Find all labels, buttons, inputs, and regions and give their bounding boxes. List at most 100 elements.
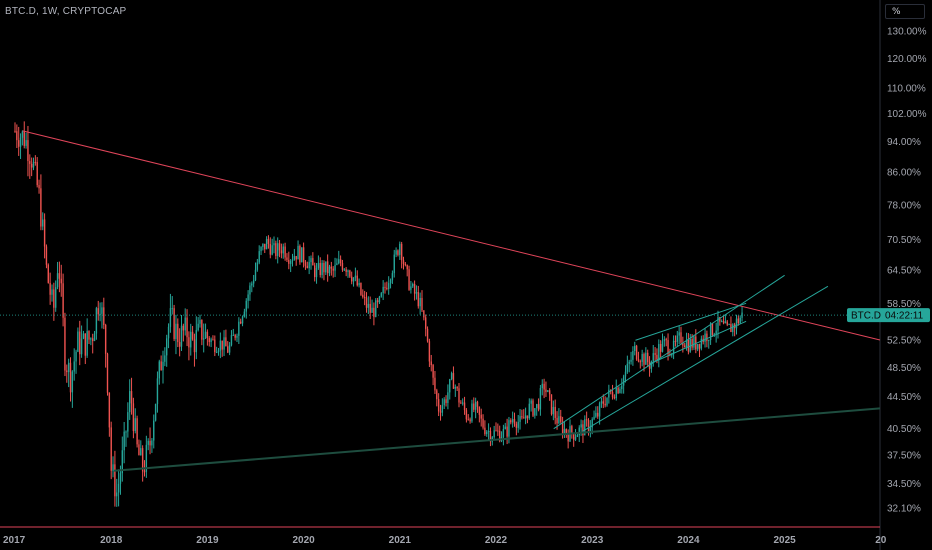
candle bbox=[550, 394, 553, 416]
channel-lower-trendline[interactable] bbox=[582, 285, 829, 432]
candle-body bbox=[471, 403, 473, 422]
candle-body bbox=[16, 131, 18, 141]
candle-body bbox=[18, 140, 20, 147]
support-trendline[interactable] bbox=[114, 407, 881, 472]
candle-body bbox=[130, 391, 133, 404]
channel-upper-trendline[interactable] bbox=[553, 274, 785, 430]
candle-body bbox=[545, 389, 547, 392]
candle-body bbox=[93, 333, 96, 342]
candle bbox=[741, 306, 743, 322]
candle-body bbox=[358, 282, 360, 286]
candle bbox=[97, 300, 99, 321]
candle bbox=[252, 274, 255, 288]
candle bbox=[112, 456, 114, 478]
candle bbox=[232, 328, 234, 336]
candle bbox=[214, 335, 216, 357]
candle-body bbox=[395, 250, 397, 255]
candle-body bbox=[425, 317, 427, 329]
candle bbox=[460, 400, 462, 404]
candle bbox=[680, 326, 682, 345]
candle bbox=[221, 340, 223, 357]
candle-body bbox=[519, 416, 521, 422]
candle bbox=[574, 429, 577, 442]
candle-body bbox=[585, 419, 588, 421]
candle-body bbox=[206, 331, 209, 339]
candle bbox=[510, 418, 512, 425]
unit-button[interactable]: % bbox=[885, 4, 925, 19]
candle bbox=[608, 384, 610, 404]
candle bbox=[275, 240, 277, 260]
candle-body bbox=[526, 415, 529, 419]
candle-body bbox=[589, 427, 592, 432]
resistance-trendline[interactable] bbox=[22, 130, 881, 341]
candle-body bbox=[715, 330, 717, 335]
candle-body bbox=[228, 345, 231, 353]
candle bbox=[175, 314, 177, 355]
candle-body bbox=[204, 331, 207, 339]
candle-body bbox=[84, 333, 86, 356]
candle-body bbox=[741, 312, 743, 318]
candle bbox=[506, 418, 508, 445]
candle bbox=[58, 261, 61, 293]
candle-body bbox=[53, 289, 55, 308]
candle-body bbox=[672, 340, 675, 354]
candle-body bbox=[480, 414, 482, 419]
candle bbox=[230, 330, 233, 347]
candle-body bbox=[42, 219, 44, 227]
candle bbox=[389, 278, 392, 289]
candle bbox=[295, 255, 297, 266]
wedge-upper-trendline[interactable] bbox=[635, 302, 747, 341]
candle-body bbox=[537, 404, 540, 410]
price-axis[interactable]: 130.00% 120.00% 110.00% 102.00% 94.00% 86.00%… bbox=[887, 27, 927, 515]
candle-body bbox=[101, 307, 103, 314]
candle-body bbox=[92, 338, 94, 342]
candle-body bbox=[650, 361, 653, 369]
candle-body bbox=[561, 421, 564, 434]
candle-body bbox=[421, 297, 423, 311]
candle-body bbox=[86, 331, 88, 356]
candle bbox=[314, 262, 316, 282]
candle-body bbox=[661, 341, 664, 352]
candle bbox=[171, 296, 173, 315]
candle-body bbox=[215, 352, 218, 354]
candle bbox=[445, 395, 447, 407]
candle-body bbox=[645, 352, 647, 365]
candle-body bbox=[328, 266, 331, 274]
candle bbox=[548, 388, 551, 401]
candle bbox=[121, 436, 123, 482]
candle bbox=[665, 337, 667, 347]
candle bbox=[247, 290, 249, 309]
candle bbox=[210, 337, 212, 348]
candle bbox=[626, 355, 629, 374]
drawing-lines[interactable] bbox=[0, 130, 881, 472]
candle-body bbox=[260, 247, 262, 252]
x-tick-label: 2021 bbox=[389, 535, 412, 546]
candle-body bbox=[129, 391, 131, 413]
time-axis[interactable]: 2017 2018 2019 2020 2021 2022 2023 2024 2025 20 bbox=[3, 535, 887, 546]
candle-body bbox=[573, 433, 575, 440]
x-tick-label: 20 bbox=[875, 535, 887, 546]
candle bbox=[402, 256, 405, 270]
candle bbox=[151, 438, 153, 453]
candle-body bbox=[62, 283, 64, 318]
candle-body bbox=[293, 256, 296, 260]
wedge-lower-trendline[interactable] bbox=[649, 320, 747, 365]
candle-body bbox=[684, 345, 686, 348]
candle bbox=[552, 400, 555, 421]
candle-body bbox=[230, 335, 233, 346]
candle bbox=[125, 430, 127, 447]
candle bbox=[156, 371, 159, 413]
candle bbox=[733, 322, 736, 337]
candle bbox=[21, 130, 24, 146]
candle bbox=[410, 280, 412, 294]
candle bbox=[56, 261, 59, 290]
candle bbox=[515, 421, 518, 436]
candle bbox=[99, 302, 101, 322]
candle-body bbox=[306, 265, 308, 269]
candle-body bbox=[153, 420, 155, 441]
candle bbox=[308, 256, 310, 275]
candle bbox=[108, 392, 111, 437]
candle-body bbox=[45, 246, 48, 265]
